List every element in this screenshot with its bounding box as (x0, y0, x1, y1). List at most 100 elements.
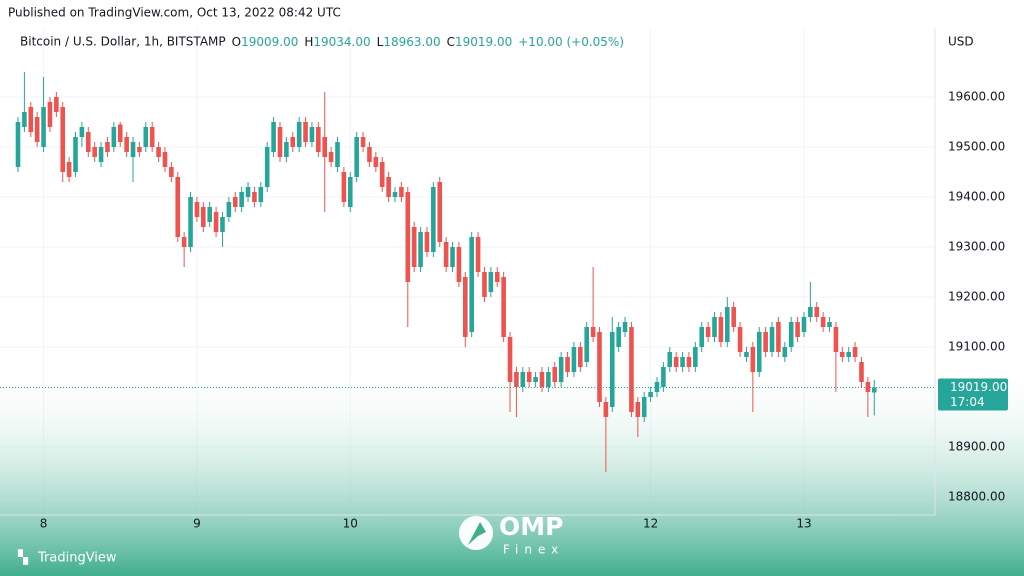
candle-body (686, 357, 692, 367)
candle-body (494, 272, 500, 282)
candle-body (756, 332, 762, 372)
candle-body (22, 112, 27, 127)
candle-body (28, 107, 34, 132)
candle-body (360, 137, 366, 147)
candle-body (232, 197, 238, 207)
candle-body (699, 327, 705, 347)
candle-body (712, 317, 717, 337)
candle-body (309, 127, 315, 142)
candle-body (456, 247, 462, 282)
legend-value: 18963.00 (383, 35, 440, 49)
candle-body (833, 327, 839, 352)
candle-body (443, 242, 449, 267)
candle-body (431, 187, 436, 252)
candle-body (137, 147, 142, 152)
candle-body (750, 347, 756, 372)
candle-body (552, 367, 558, 382)
candle-body (463, 277, 468, 337)
candle-body (264, 147, 270, 187)
candle-body (616, 327, 621, 347)
x-tick-label: 13 (796, 517, 811, 531)
candle-body (776, 322, 781, 352)
x-tick-label: 8 (40, 517, 48, 531)
candle-body (335, 142, 340, 167)
candle-body (661, 367, 666, 387)
candle-body (501, 277, 506, 337)
currency: USD (948, 35, 974, 49)
candle-body (814, 307, 820, 317)
candle-body (846, 352, 851, 357)
candle-body (578, 347, 583, 367)
last-price-label: 19019.00 (950, 380, 1007, 394)
candle-body (34, 117, 40, 142)
legend-label: O (232, 35, 241, 49)
candle-body (424, 232, 430, 252)
candle-body (284, 142, 289, 157)
candle-body (437, 182, 443, 242)
candle-body (405, 192, 411, 282)
gradient-overlay (0, 365, 1024, 576)
candle-body (271, 122, 276, 152)
candle-body (507, 337, 513, 382)
candle-body (571, 347, 577, 372)
candle-body (54, 97, 59, 112)
candle-body (693, 347, 698, 367)
candle-body (769, 327, 775, 352)
candle-body (597, 332, 602, 402)
symbol-title: Bitcoin / U.S. Dollar, 1h, BITSTAMP O1900… (20, 35, 624, 49)
x-tick-label: 12 (643, 517, 658, 531)
y-tick-label: 18800.00 (948, 490, 1005, 504)
candle-body (584, 327, 590, 362)
candle-body (194, 202, 200, 217)
candle-body (514, 372, 519, 387)
candle-body (565, 357, 570, 372)
candle-body (322, 137, 328, 157)
legend-label: C (447, 35, 455, 49)
candle-body (859, 362, 864, 382)
candle-body (169, 167, 174, 177)
candle-body (66, 162, 72, 177)
logo-text: OMP (499, 512, 563, 541)
candle-body (303, 122, 308, 142)
candle-body (648, 392, 653, 397)
candle-body (117, 124, 123, 142)
y-tick-label: 19300.00 (948, 240, 1005, 254)
candle-body (782, 347, 788, 357)
candle-body (162, 152, 168, 167)
candle-body (558, 357, 564, 382)
candle-body (705, 327, 711, 337)
candle-body (201, 207, 206, 227)
candle-body (546, 372, 551, 387)
legend-value: 19009.00 (241, 35, 298, 49)
candle-body (213, 212, 219, 232)
candle-body (399, 187, 404, 197)
candle-body (603, 402, 609, 417)
candle-body (808, 307, 813, 317)
candle-body (788, 322, 794, 347)
candle-body (488, 272, 494, 292)
candle-body (533, 377, 538, 382)
x-tick-label: 10 (343, 517, 358, 531)
candle-body (60, 107, 66, 172)
candle-body (73, 137, 78, 172)
candle-body (47, 102, 53, 127)
legend-label: +10.00 (+0.05%) (518, 35, 624, 49)
candle-body (526, 372, 532, 382)
candle-body (220, 217, 225, 232)
candle-body (795, 322, 800, 337)
candle-body (475, 237, 481, 272)
candle-body (105, 142, 110, 152)
legend-value: 19034.00 (313, 35, 370, 49)
candle-body (641, 397, 647, 417)
candle-body (354, 137, 359, 177)
candle-body (41, 107, 46, 147)
candle-body (188, 197, 193, 247)
candle-body (871, 387, 877, 393)
candle-body (622, 322, 628, 332)
candle-body (731, 307, 736, 327)
candle-body (667, 352, 673, 367)
candle-body (609, 332, 615, 407)
legend-value: 19019.00 (455, 35, 512, 49)
y-tick-label: 19400.00 (948, 190, 1005, 204)
